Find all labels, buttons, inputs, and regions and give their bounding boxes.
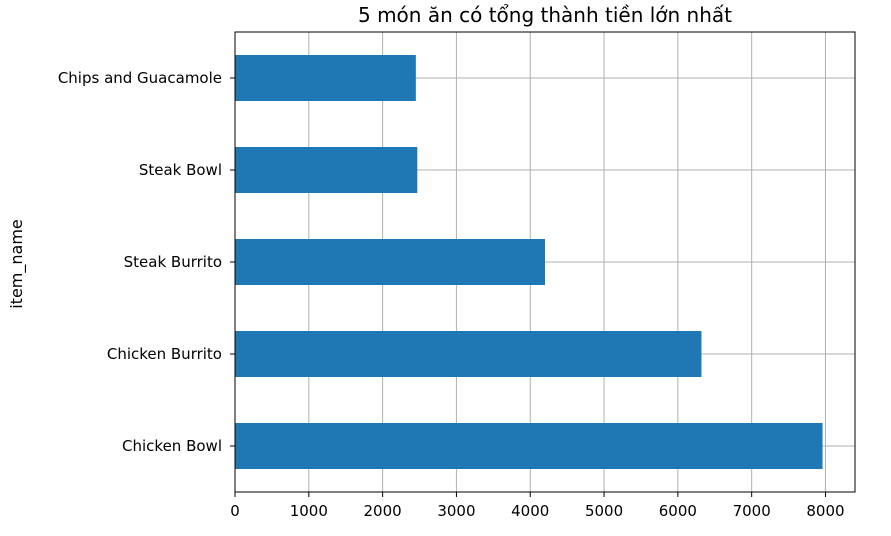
bar — [235, 239, 545, 285]
y-tick-label: Steak Bowl — [139, 161, 222, 179]
y-tick-label: Chicken Burrito — [107, 345, 222, 363]
x-axis: 0 1000 2000 3000 4000 5000 6000 7000 8000 — [230, 492, 845, 520]
bars-layer — [235, 55, 823, 469]
x-tick-label: 5000 — [585, 502, 623, 520]
y-tick-label: Steak Burrito — [124, 253, 222, 271]
y-axis: Chicken Bowl Chicken Burrito Steak Burrito… — [58, 69, 235, 455]
x-tick-label: 0 — [230, 502, 240, 520]
x-tick-label: 4000 — [511, 502, 549, 520]
x-tick-label: 7000 — [733, 502, 771, 520]
bar — [235, 423, 823, 469]
y-tick-label: Chicken Bowl — [122, 437, 222, 455]
x-tick-label: 8000 — [806, 502, 844, 520]
x-tick-label: 2000 — [364, 502, 402, 520]
y-tick-label: Chips and Guacamole — [58, 69, 222, 87]
x-tick-label: 1000 — [290, 502, 328, 520]
bar — [235, 147, 418, 193]
x-tick-label: 3000 — [437, 502, 475, 520]
chart-title: 5 món ăn có tổng thành tiền lớn nhất — [358, 3, 732, 27]
bar — [235, 331, 702, 377]
y-axis-label: item_name — [7, 219, 27, 309]
x-tick-label: 6000 — [659, 502, 697, 520]
bar — [235, 55, 416, 101]
